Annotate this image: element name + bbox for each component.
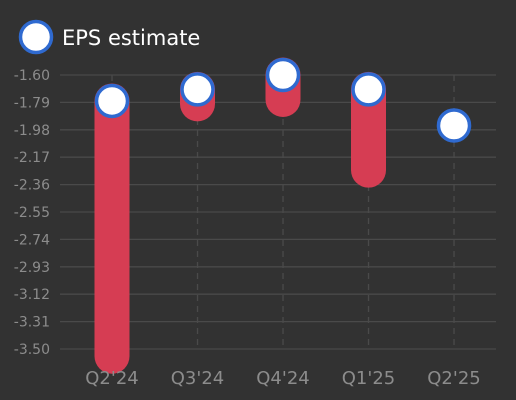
y-tick-label: -2.36 <box>14 178 50 194</box>
legend-label: EPS estimate <box>62 26 200 50</box>
eps-estimate-point <box>180 72 215 107</box>
y-tick-label: -1.98 <box>14 123 50 139</box>
eps-estimate-point <box>351 72 386 107</box>
marker-layer <box>94 57 472 143</box>
bar-layer <box>94 57 386 374</box>
eps-estimate-point <box>436 108 472 143</box>
eps-estimate-point <box>94 83 130 119</box>
x-tick-label: Q2'24 <box>85 368 138 389</box>
eps-estimate-point <box>265 57 301 93</box>
y-tick-label: -3.12 <box>14 287 50 303</box>
y-tick-label: -2.55 <box>14 205 50 221</box>
legend: EPS estimate <box>18 19 200 55</box>
x-tick-label: Q3'24 <box>171 368 224 389</box>
x-tick-label: Q1'25 <box>342 368 395 389</box>
axis-layer: -1.60 -1.79 -1.98 -2.17 -2.36 -2.55 -2.74 -2.93… <box>14 68 481 389</box>
x-tick-label: Q2'25 <box>427 368 480 389</box>
y-tick-label: -3.31 <box>14 315 50 331</box>
y-tick-label: -2.93 <box>14 260 50 276</box>
x-tick-label: Q4'24 <box>256 368 309 389</box>
y-tick-label: -1.60 <box>14 68 50 84</box>
y-tick-label: -2.74 <box>14 232 50 248</box>
legend-marker <box>18 19 54 55</box>
y-tick-label: -1.79 <box>14 95 50 111</box>
y-tick-label: -3.50 <box>14 342 50 358</box>
y-tick-label: -2.17 <box>14 150 50 166</box>
